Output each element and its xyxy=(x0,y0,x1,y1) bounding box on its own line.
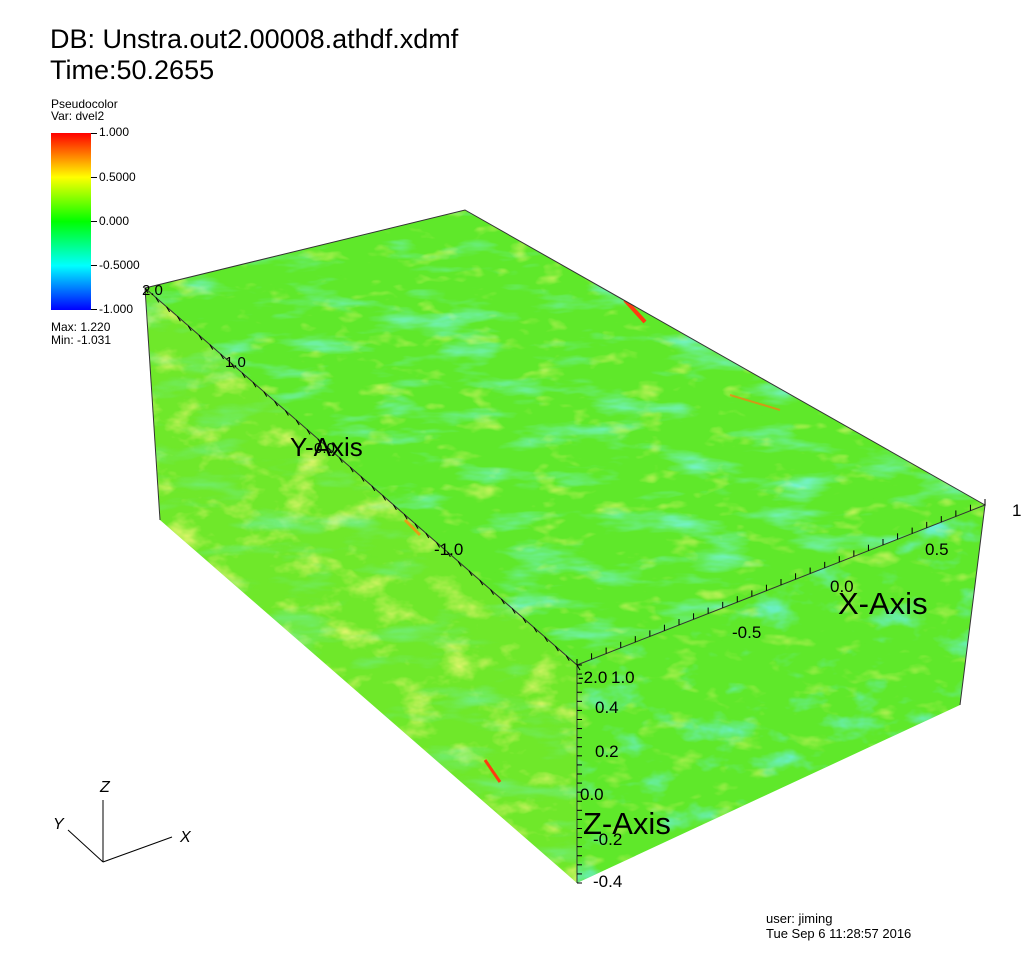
axis-tick xyxy=(317,438,322,445)
z-axis-title: Z-Axis xyxy=(583,806,671,841)
axis-tick xyxy=(576,664,581,671)
axis-tick xyxy=(371,485,376,492)
axis-tick xyxy=(144,287,149,294)
x-axis-title: X-Axis xyxy=(838,586,928,621)
axis-tick xyxy=(554,645,559,652)
axis-tick xyxy=(490,589,495,595)
legend-tick-mark xyxy=(91,309,97,310)
user-credit: user: jiming xyxy=(766,911,833,926)
z-axis-ticks xyxy=(577,664,582,884)
x-tick-label: 0.5 xyxy=(925,540,949,559)
axis-tick xyxy=(349,466,354,473)
axis-tick xyxy=(338,457,343,463)
y-tick-label: -1.0 xyxy=(434,540,463,559)
axis-tick xyxy=(209,344,214,350)
y-tick-label: 2.0 xyxy=(142,282,163,299)
y-tick-label: 1.0 xyxy=(225,354,246,371)
legend-max: Max: 1.220 xyxy=(51,320,111,334)
axis-tick xyxy=(522,617,527,624)
legend-tick-mark xyxy=(91,265,97,266)
triad-y-label: Y xyxy=(53,816,65,833)
axis-tick xyxy=(263,391,268,397)
axis-tick xyxy=(500,598,505,605)
y-axis-title: Y-Axis xyxy=(290,432,363,462)
axis-tick xyxy=(166,306,171,313)
x-axis-ticks xyxy=(576,499,986,665)
axis-tick xyxy=(252,381,257,388)
axis-tick xyxy=(198,334,203,341)
legend-tick-mark xyxy=(91,177,97,178)
axis-tick xyxy=(457,561,462,567)
axis-tick xyxy=(176,316,181,322)
legend-tick-label: 0.000 xyxy=(99,214,130,228)
axis-tick xyxy=(306,429,311,435)
legend-tick-label: 1.000 xyxy=(99,125,130,139)
database-title: DB: Unstra.out2.00008.athdf.xdmf xyxy=(50,24,459,54)
legend-min: Min: -1.031 xyxy=(51,333,112,347)
axis-tick xyxy=(392,504,397,511)
axis-tick xyxy=(274,400,279,407)
y-axis-ticks xyxy=(144,287,581,671)
axis-tick xyxy=(533,627,538,633)
axis-tick xyxy=(230,363,235,369)
axis-tick xyxy=(565,655,570,661)
z-tick-label: 1.0 xyxy=(611,668,635,687)
triad-x-label: X xyxy=(179,829,192,846)
axis-tick xyxy=(295,419,300,426)
z-tick-label: -0.2 xyxy=(593,830,622,849)
axis-tick xyxy=(468,570,473,577)
axis-tick xyxy=(414,523,419,529)
legend-plot-type: Pseudocolor xyxy=(51,97,118,111)
legend-tick-mark xyxy=(91,133,97,134)
z-tick-label: -0.4 xyxy=(593,872,622,891)
axis-tick xyxy=(155,297,160,303)
axis-tick xyxy=(382,495,387,501)
axis-tick xyxy=(403,513,408,520)
time-label: Time:50.2655 xyxy=(50,55,215,85)
legend-tick-mark xyxy=(91,221,97,222)
legend-variable: Var: dvel2 xyxy=(51,109,105,123)
axis-tick xyxy=(436,542,441,548)
legend-tick-label: -1.000 xyxy=(99,302,134,316)
triad-z-label: Z xyxy=(99,779,111,796)
x-tick-label: 1 xyxy=(1012,501,1021,520)
x-tick-label: 0.0 xyxy=(830,577,854,596)
y-tick-label: 0.0 xyxy=(314,440,335,457)
axis-tick xyxy=(241,372,246,379)
z-tick-label: 0.0 xyxy=(580,785,604,804)
y-tick-label: -2.0 xyxy=(578,668,607,687)
legend-color-bar xyxy=(51,133,91,310)
axis-tick xyxy=(446,551,451,558)
axis-tick xyxy=(425,532,430,539)
axis-tick xyxy=(187,325,192,331)
axis-tick xyxy=(511,608,516,614)
legend-tick-label: 0.5000 xyxy=(99,170,136,184)
axis-tick xyxy=(544,636,549,642)
axis-tick xyxy=(360,476,365,482)
orientation-triad: Z X Y xyxy=(53,779,192,863)
render-date: Tue Sep 6 11:28:57 2016 xyxy=(766,926,912,941)
axis-tick xyxy=(220,353,225,360)
axis-tick xyxy=(479,579,484,586)
z-tick-label: 0.4 xyxy=(595,698,619,717)
z-tick-label: 0.2 xyxy=(595,742,619,761)
legend-tick-label: -0.5000 xyxy=(99,258,140,272)
axis-tick xyxy=(328,447,333,454)
axis-tick xyxy=(284,410,289,416)
x-tick-label: -0.5 xyxy=(732,623,761,642)
